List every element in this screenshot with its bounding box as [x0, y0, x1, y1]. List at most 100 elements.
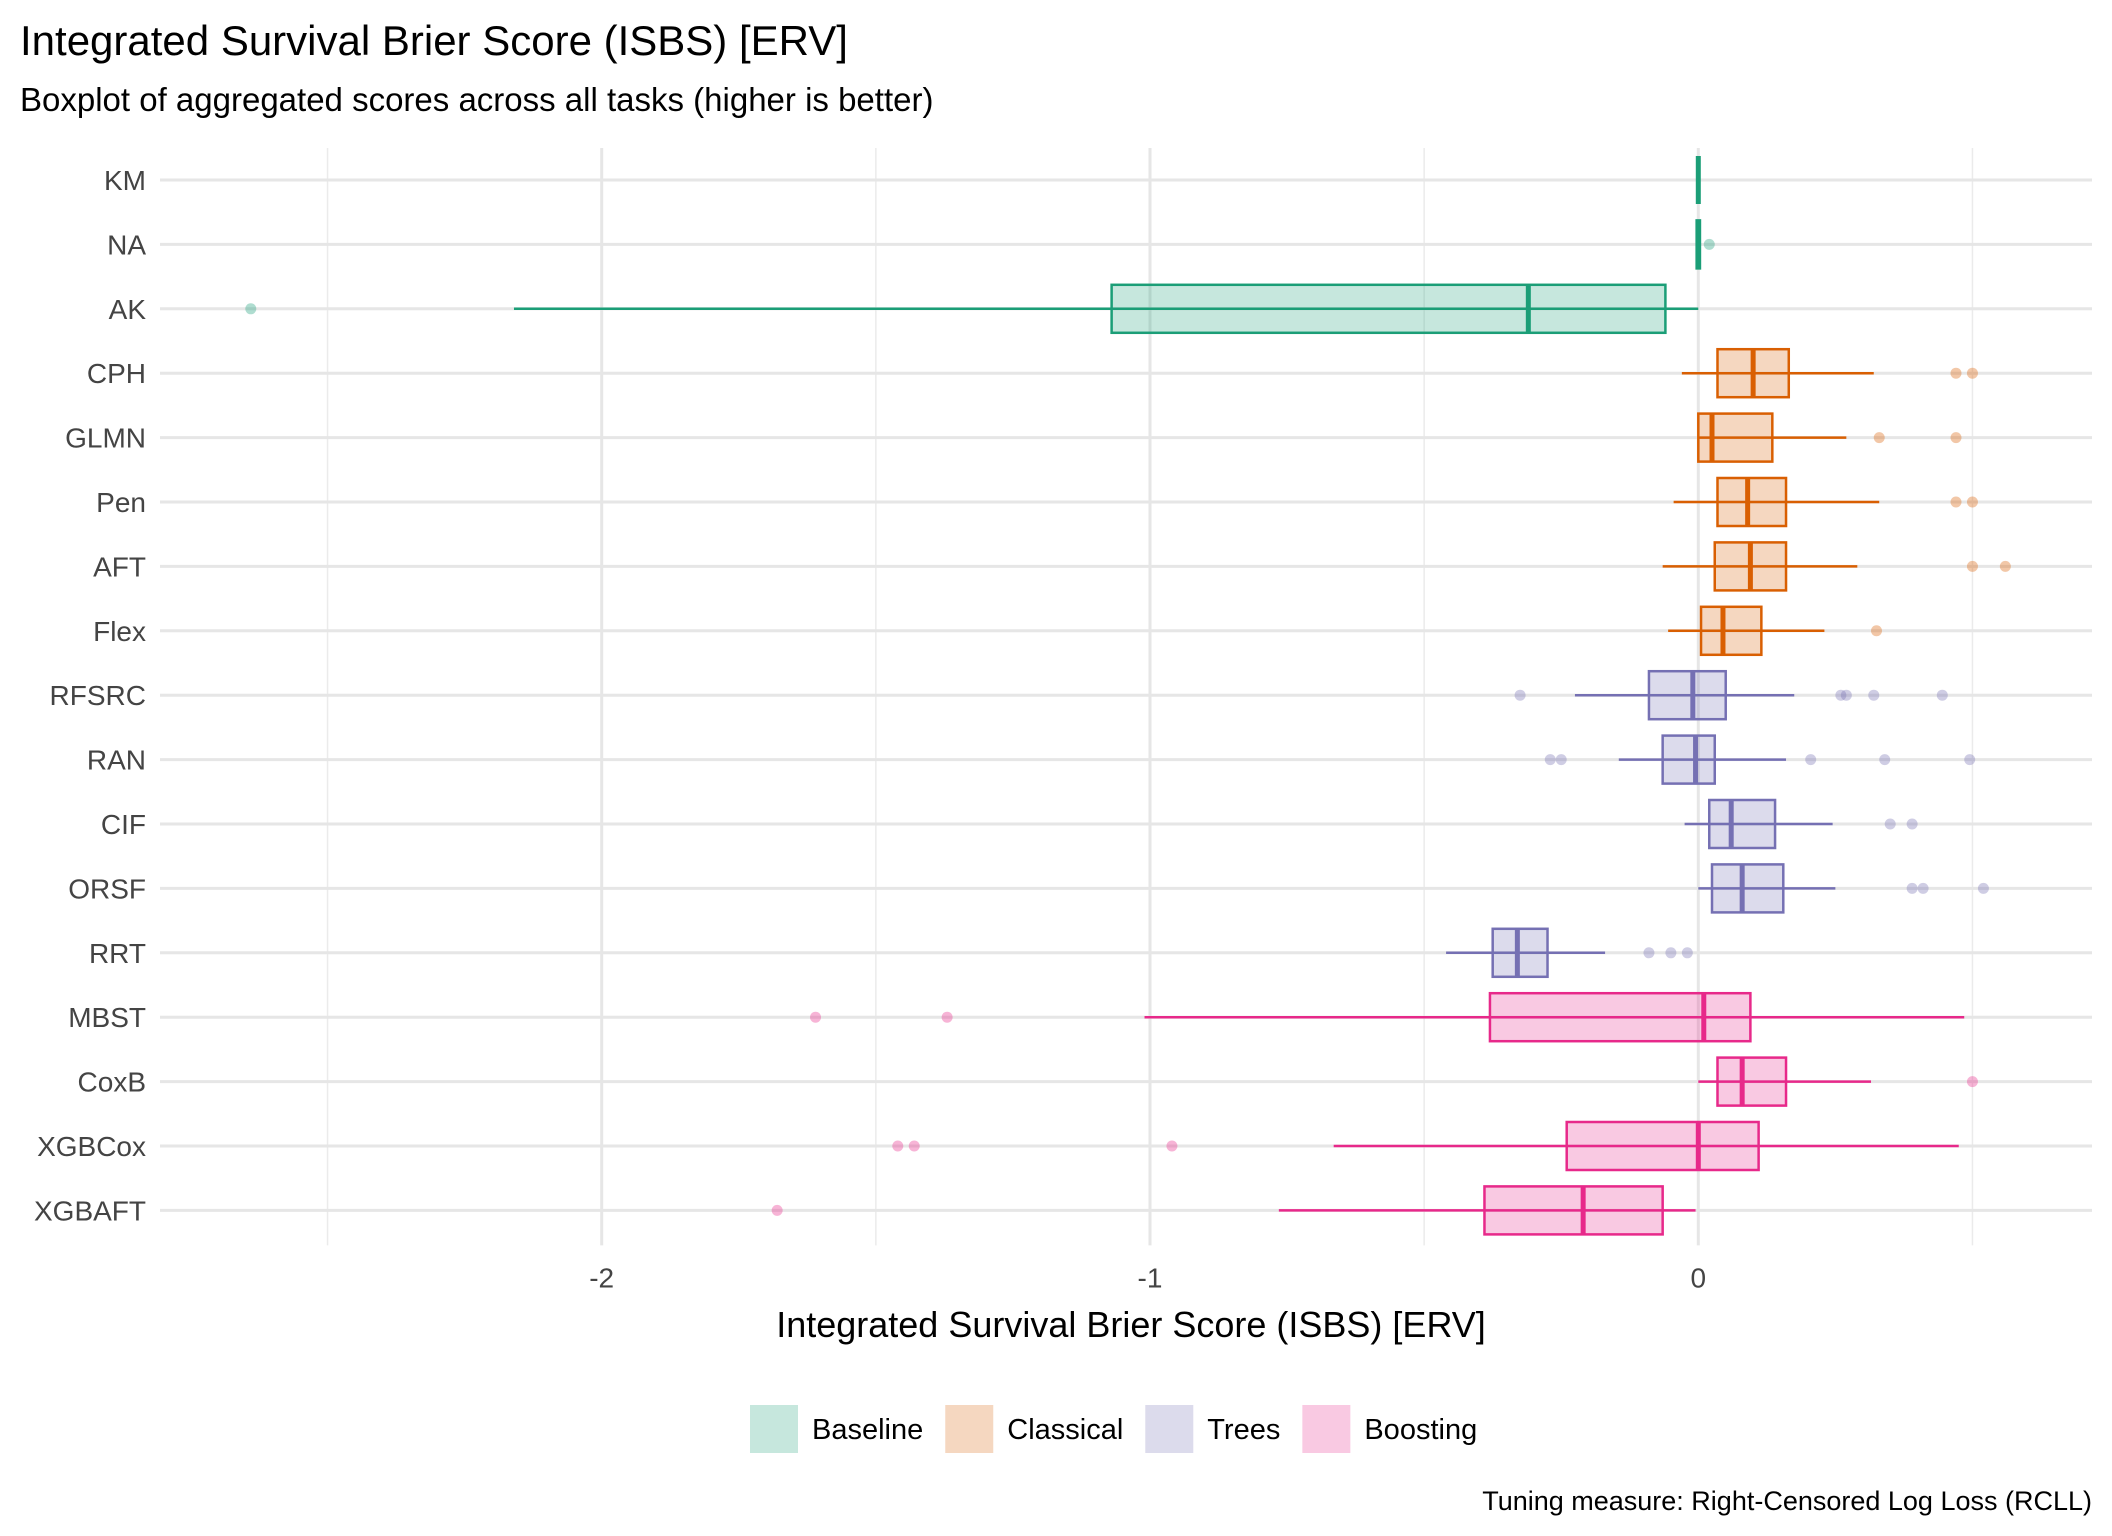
legend-item-classical: Classical: [945, 1405, 1123, 1453]
y-tick-label: Pen: [96, 487, 146, 518]
x-tick-label: 0: [1691, 1262, 1707, 1293]
box-xgbaft: [771, 1185, 1696, 1236]
outlier-point: [1873, 432, 1885, 444]
outlier-point: [908, 1140, 920, 1152]
box-rrt: [1446, 927, 1693, 979]
outlier-point: [1681, 947, 1693, 959]
y-tick-label: GLMN: [65, 423, 146, 454]
iqr-box: [1488, 991, 1752, 1043]
y-tick-label: CoxB: [78, 1067, 146, 1098]
outlier-point: [1977, 882, 1989, 894]
outlier-point: [1555, 754, 1567, 766]
legend-item-trees: Trees: [1145, 1405, 1280, 1453]
legend-label: Boosting: [1364, 1414, 1477, 1446]
box-mbst: [810, 991, 1965, 1043]
legend-label: Baseline: [812, 1414, 923, 1446]
box-cph: [1681, 347, 1978, 399]
iqr-box: [1565, 1120, 1760, 1172]
chart-title: Integrated Survival Brier Score (ISBS) […: [20, 17, 848, 64]
outlier-point: [1805, 754, 1817, 766]
iqr-box: [1716, 476, 1788, 528]
outlier-point: [1906, 882, 1918, 894]
iqr-box: [1491, 927, 1549, 979]
legend-key: [750, 1405, 798, 1453]
outlier-point: [1964, 754, 1976, 766]
y-tick-label: AFT: [93, 551, 146, 582]
outlier-point: [1835, 689, 1847, 701]
box-xgbcox: [892, 1120, 1959, 1172]
box-rfsrc: [1514, 669, 1948, 721]
box-flex: [1668, 605, 1882, 657]
iqr-box: [1110, 283, 1667, 335]
box-ak: [245, 283, 1699, 335]
iqr-box: [1716, 1056, 1788, 1107]
outlier-point: [1917, 882, 1929, 894]
x-axis-label: Integrated Survival Brier Score (ISBS) […: [776, 1304, 1486, 1345]
outlier-point: [1665, 947, 1677, 959]
y-tick-labels: KM NA AK CPH GLMN Pen AFT Flex RFSRC RAN CIF ORSF RR…: [34, 165, 146, 1226]
outlier-point: [1966, 496, 1978, 508]
outlier-point: [1966, 367, 1978, 379]
y-tick-label: AK: [109, 294, 147, 325]
y-tick-label: ORSF: [68, 873, 146, 904]
category-rows: [245, 156, 2011, 1236]
outlier-point: [1966, 1076, 1978, 1088]
legend-key: [945, 1405, 994, 1453]
outlier-point: [1950, 432, 1962, 444]
outlier-point: [245, 303, 257, 315]
outlier-point: [1966, 560, 1978, 572]
box-cif: [1684, 798, 1918, 850]
outlier-point: [1166, 1140, 1178, 1152]
outlier-point: [892, 1140, 904, 1152]
box-ran: [1544, 734, 1976, 785]
outlier-point: [1643, 947, 1655, 959]
y-tick-label: CPH: [87, 358, 146, 389]
y-tick-label: CIF: [101, 809, 146, 840]
outlier-point: [1868, 689, 1880, 701]
outlier-point: [1703, 238, 1715, 250]
legend-label: Trees: [1207, 1414, 1280, 1446]
outlier-point: [810, 1011, 822, 1023]
box-aft: [1662, 541, 2011, 592]
outlier-point: [1879, 754, 1891, 766]
outlier-point: [1999, 560, 2011, 572]
legend-item-boosting: Boosting: [1302, 1405, 1477, 1453]
iqr-box: [1647, 669, 1727, 721]
iqr-box: [1699, 605, 1763, 657]
box-glmn: [1697, 412, 1962, 463]
iqr-box: [1697, 412, 1774, 463]
outlier-point: [1884, 818, 1896, 830]
box-pen: [1673, 476, 1978, 528]
outlier-point: [1950, 367, 1962, 379]
outlier-point: [771, 1204, 783, 1216]
iqr-box: [1708, 798, 1777, 850]
legend-item-baseline: Baseline: [750, 1405, 923, 1453]
iqr-box: [1710, 863, 1785, 914]
chart-caption: Tuning measure: Right-Censored Log Loss …: [1482, 1486, 2092, 1516]
outlier-point: [1840, 689, 1852, 701]
outlier-point: [1870, 625, 1882, 637]
y-tick-label: XGBCox: [37, 1131, 146, 1162]
y-tick-label: RRT: [89, 938, 146, 969]
legend: Baseline Classical Trees Boosting: [750, 1405, 1477, 1453]
outlier-point: [1544, 754, 1556, 766]
chart-subtitle: Boxplot of aggregated scores across all …: [20, 81, 933, 118]
y-tick-label: Flex: [93, 616, 146, 647]
outlier-point: [941, 1011, 953, 1023]
y-tick-label: NA: [107, 229, 146, 260]
legend-label: Classical: [1007, 1414, 1123, 1446]
box-orsf: [1698, 863, 1989, 914]
legend-key: [1302, 1405, 1351, 1453]
y-tick-label: XGBAFT: [34, 1195, 146, 1226]
iqr-box: [1661, 734, 1716, 785]
outlier-point: [1514, 689, 1526, 701]
box-na: [1695, 219, 1715, 270]
iqr-box: [1483, 1185, 1664, 1236]
outlier-point: [1936, 689, 1948, 701]
y-tick-label: KM: [104, 165, 146, 196]
x-tick-label: -2: [589, 1262, 614, 1293]
box-coxb: [1698, 1056, 1978, 1107]
y-tick-label: MBST: [68, 1002, 146, 1033]
outlier-point: [1950, 496, 1962, 508]
